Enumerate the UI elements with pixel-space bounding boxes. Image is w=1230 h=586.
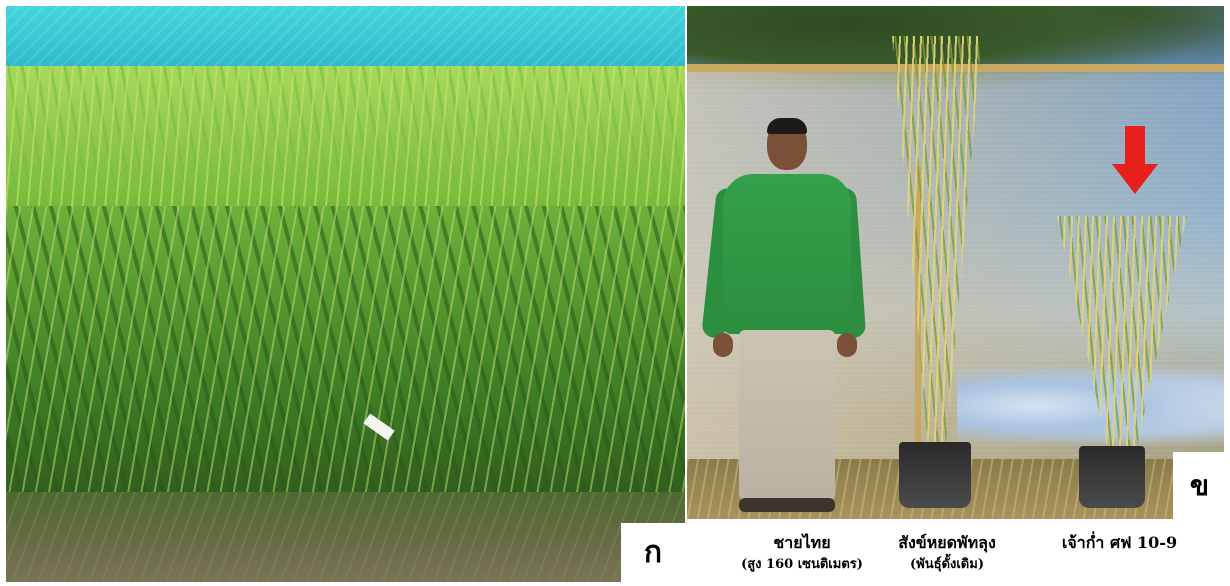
caption-chaokam: เจ้าก่ำ ศฟ 10-9	[1032, 531, 1207, 555]
panel-label-b: ข	[1173, 452, 1226, 519]
pot-sangyod	[899, 442, 971, 508]
panel-label-a: ก	[621, 523, 685, 582]
rice-canopy-front	[6, 206, 685, 506]
caption-sangyod: สังข์หยดพัทลุง (พันธุ์ดั้งเดิม)	[882, 531, 1012, 575]
caption-man: ชายไทย (สูง 160 เซนติเมตร)	[717, 531, 887, 575]
caption-sangyod-subtitle: (พันธุ์ดั้งเดิม)	[910, 557, 984, 572]
photo-rice-field	[6, 6, 685, 582]
thai-man-figure	[701, 118, 867, 518]
plastic-bags	[957, 366, 1224, 446]
caption-man-subtitle: (สูง 160 เซนติเมตร)	[741, 557, 863, 572]
left-hand	[713, 333, 733, 357]
green-shirt	[723, 174, 851, 334]
red-arrow-down-icon	[1112, 126, 1158, 194]
pot-chaokam	[1079, 446, 1145, 508]
right-hand	[837, 333, 857, 357]
caption-row: ชายไทย (สูง 160 เซนติเมตร) สังข์หยดพัทลุ…	[687, 521, 1224, 586]
caption-man-title: ชายไทย	[773, 533, 831, 552]
photo-height-comparison	[687, 6, 1224, 519]
field-ground	[6, 492, 685, 582]
caption-chaokam-title: เจ้าก่ำ ศฟ 10-9	[1061, 533, 1178, 552]
hair	[767, 118, 807, 134]
caption-sangyod-title: สังข์หยดพัทลุง	[898, 533, 996, 552]
pants	[739, 330, 835, 500]
shoes	[739, 498, 835, 512]
